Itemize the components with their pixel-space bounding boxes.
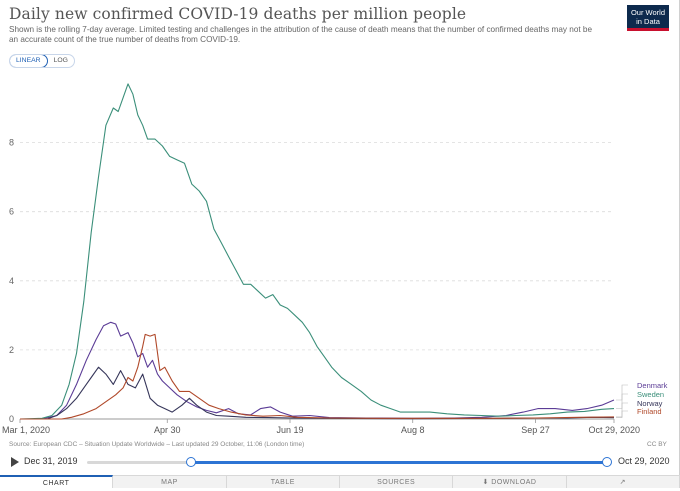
x-tick-label: Aug 8 xyxy=(401,425,425,435)
series-label-finland: Finland xyxy=(637,407,662,416)
timeline-end-handle[interactable] xyxy=(602,457,612,467)
x-tick-label: Jun 19 xyxy=(276,425,303,435)
license-link[interactable]: CC BY xyxy=(647,441,667,448)
tab-download-label: DOWNLOAD xyxy=(491,479,537,486)
y-tick-label: 2 xyxy=(9,345,14,355)
series-line-denmark xyxy=(20,321,615,420)
series-label-connector xyxy=(616,410,628,418)
tab-download[interactable]: ⬇ DOWNLOAD xyxy=(453,476,567,488)
x-tick-label: Sep 27 xyxy=(521,425,550,435)
tab-table[interactable]: TABLE xyxy=(226,476,340,488)
tab-share[interactable]: ↗ xyxy=(566,476,680,488)
timeline-start-handle[interactable] xyxy=(186,457,196,467)
timeline[interactable]: Dec 31, 2019 Oct 29, 2020 xyxy=(0,453,680,471)
series-label-connector xyxy=(616,393,628,409)
play-icon[interactable] xyxy=(11,457,19,467)
logo-line1: Our World xyxy=(630,8,666,17)
logo-line2: in Data xyxy=(636,17,660,26)
x-tick-label: Apr 30 xyxy=(154,425,181,435)
timeline-start-label: Dec 31, 2019 xyxy=(24,456,78,466)
series-label-denmark: Denmark xyxy=(637,381,668,390)
owid-logo[interactable]: Our World in Data xyxy=(627,5,669,31)
scale-toggle[interactable]: LINEAR LOG xyxy=(9,54,75,68)
share-icon: ↗ xyxy=(619,479,626,486)
y-tick-label: 4 xyxy=(9,276,14,286)
download-icon: ⬇ xyxy=(482,479,492,486)
view-tabs: CHART MAP TABLE SOURCES ⬇ DOWNLOAD ↗ xyxy=(0,475,680,488)
tab-sources[interactable]: SOURCES xyxy=(339,476,454,488)
logo-accent-bar xyxy=(627,28,669,31)
x-tick-label: Mar 1, 2020 xyxy=(2,425,50,435)
timeline-end-label: Oct 29, 2020 xyxy=(618,456,670,466)
timeline-selected-range xyxy=(190,461,607,464)
chart-subtitle: Shown is the rolling 7-day average. Limi… xyxy=(9,25,593,44)
series-line-sweden xyxy=(19,83,615,420)
line-chart: 0 2 4 6 8 Mar 1, 2020 Apr 30 Jun 19 Aug 8 Sep 27 O… xyxy=(2,83,668,435)
series-label-norway: Norway xyxy=(637,399,663,408)
chart-title: Daily new confirmed COVID-19 deaths per … xyxy=(9,5,467,23)
linear-scale-button[interactable]: LINEAR xyxy=(9,55,48,67)
series-line-finland xyxy=(20,333,615,420)
series-label-sweden: Sweden xyxy=(637,390,664,399)
tab-chart[interactable]: CHART xyxy=(0,475,114,488)
series-label-connector xyxy=(616,402,628,418)
tab-map[interactable]: MAP xyxy=(113,476,227,488)
y-tick-label: 0 xyxy=(9,414,14,424)
x-tick-label: Oct 29, 2020 xyxy=(588,425,640,435)
source-note[interactable]: Source: European CDC – Situation Update … xyxy=(9,441,305,448)
log-scale-button[interactable]: LOG xyxy=(53,57,68,64)
y-tick-label: 8 xyxy=(9,138,14,148)
series-label-connector xyxy=(616,384,628,401)
y-tick-label: 6 xyxy=(9,207,14,217)
